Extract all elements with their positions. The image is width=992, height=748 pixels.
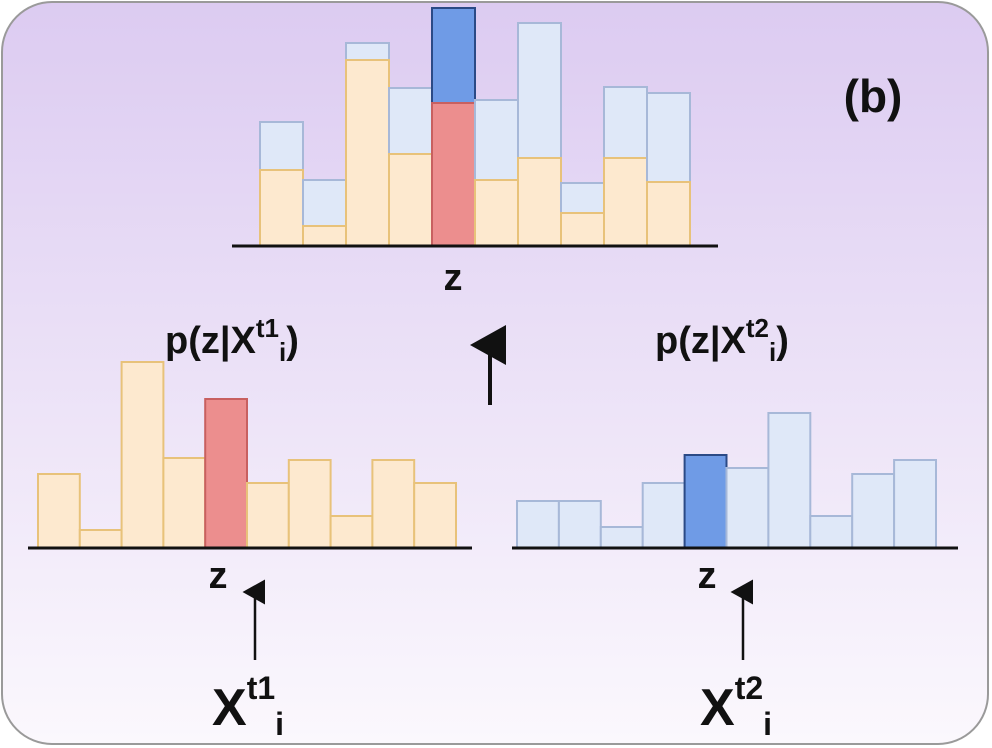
histogram-bar <box>516 500 560 549</box>
histogram-bar <box>371 459 416 549</box>
histogram-bar <box>120 361 165 549</box>
histogram-bar <box>641 482 686 549</box>
subscript: i <box>763 706 772 742</box>
histogram-bar <box>603 86 648 159</box>
histogram-bar <box>646 181 691 247</box>
histogram-bar <box>287 459 332 549</box>
histogram-bar <box>646 92 691 183</box>
histogram-bar <box>302 225 347 247</box>
subscript: i <box>275 706 284 742</box>
histogram-bar <box>431 7 476 104</box>
histogram-bar <box>517 157 562 247</box>
histogram-bar <box>851 473 896 549</box>
histogram-bar <box>474 179 519 247</box>
histogram-bar <box>259 121 304 171</box>
histogram-bar <box>725 467 770 549</box>
histogram-bar <box>560 212 605 247</box>
distribution-label: p(z|Xt1i) <box>165 313 299 367</box>
histogram-bar <box>246 482 290 549</box>
superscript: t1 <box>256 313 279 343</box>
histogram-bar <box>474 99 519 181</box>
histogram-bar <box>599 526 644 549</box>
histogram-bar <box>345 59 390 247</box>
input-label: Xt1i <box>212 670 284 742</box>
histogram-bar <box>893 459 937 549</box>
text: X <box>700 679 735 737</box>
panel-label: (b) <box>844 70 903 122</box>
histogram-bar <box>809 515 854 549</box>
histogram-bar <box>78 529 123 549</box>
histogram-bar <box>329 515 374 549</box>
superscript: t2 <box>735 670 763 706</box>
axis-label: z <box>698 555 717 597</box>
axis-label: z <box>444 257 463 299</box>
distribution-label: p(z|Xt2i) <box>655 313 789 367</box>
histogram-bar <box>517 22 562 159</box>
text: ) <box>286 320 299 362</box>
input-label: Xt2i <box>700 670 772 742</box>
histogram-bar <box>560 182 605 214</box>
histogram-bar <box>302 179 347 227</box>
histogram-bar <box>259 169 304 247</box>
superscript: t1 <box>247 670 275 706</box>
histogram-bar <box>557 500 602 549</box>
subscript: i <box>769 337 776 367</box>
text: ) <box>776 320 789 362</box>
text: p(z|X <box>655 320 746 362</box>
histogram-bar <box>431 102 476 247</box>
text: p(z|X <box>165 320 256 362</box>
axis-label: z <box>209 555 228 597</box>
histogram-bar <box>603 157 648 247</box>
superscript: t2 <box>746 313 769 343</box>
histogram-bar <box>767 412 812 549</box>
histogram-bar <box>413 482 458 549</box>
histogram-bar <box>37 473 81 549</box>
text: X <box>212 679 247 737</box>
histogram-bar <box>683 454 728 549</box>
histogram-bar <box>388 153 433 247</box>
histogram-bar <box>388 87 433 155</box>
histograms <box>37 7 937 549</box>
histogram-bar <box>162 457 207 549</box>
histogram-bar <box>204 398 248 549</box>
histogram-bar <box>345 42 390 61</box>
subscript: i <box>279 337 286 367</box>
